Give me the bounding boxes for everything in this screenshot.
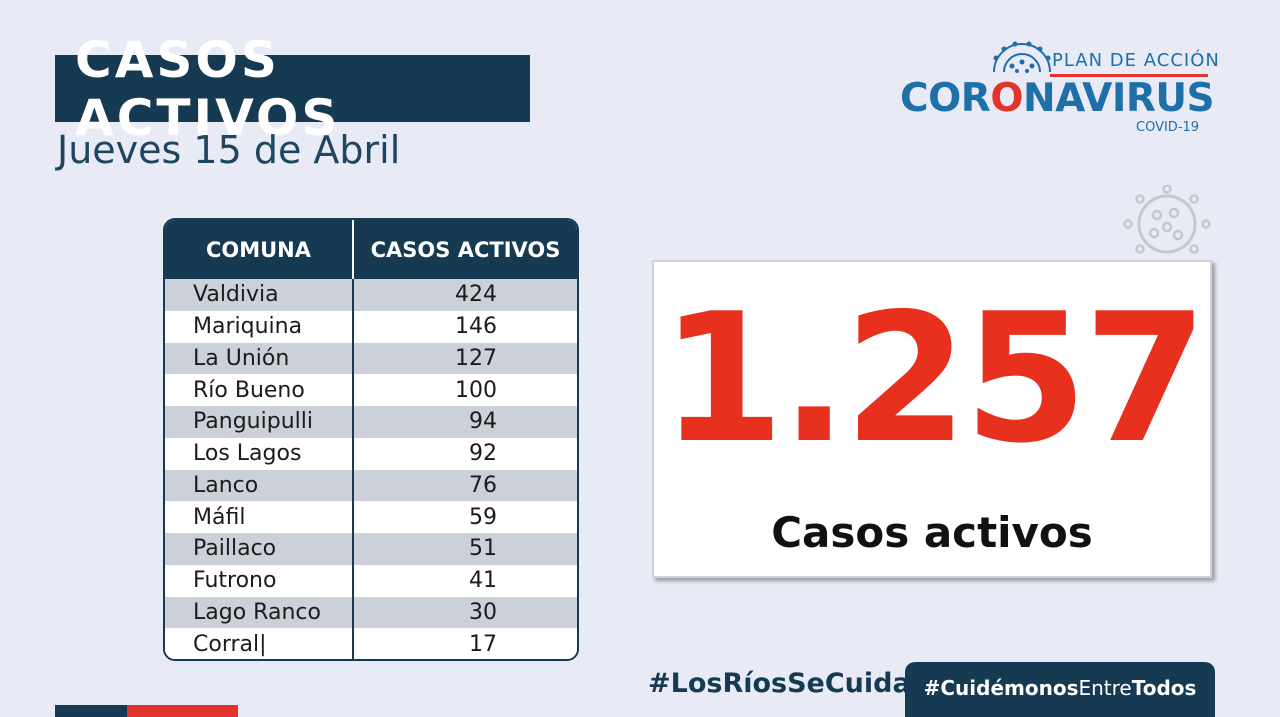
cell-comuna: Río Bueno [165, 374, 354, 406]
cell-casos: 92 [469, 441, 497, 467]
coronavirus-logo: PLAN DE ACCIÓN CORONAVIRUS COVID-19 [900, 40, 1220, 140]
column-header-casos: CASOS ACTIVOS [370, 237, 561, 262]
total-cases-value: 1.257 [660, 275, 1207, 482]
cell-casos: 146 [455, 314, 497, 340]
cell-casos: 76 [469, 472, 497, 498]
hashtag-losrios: #LosRíosSeCuida [648, 668, 911, 699]
cell-comuna: Máfil [165, 501, 354, 533]
hashtag-part-2: Entre [1078, 675, 1132, 700]
page-title-text: CASOS ACTIVOS [75, 30, 341, 147]
table-row: Lanco 76 [165, 469, 577, 502]
cell-casos: 17 [469, 631, 497, 657]
table-row: Los Lagos 92 [165, 437, 577, 470]
table-row: Máfil 59 [165, 501, 577, 533]
logo-coronavirus-text: CORONAVIRUS [900, 76, 1215, 121]
cell-comuna: Lago Ranco [165, 596, 354, 629]
hashtag-cuidemonos: #Cuidémonos Entre Todos [905, 662, 1215, 717]
logo-red-letter: O [990, 76, 1023, 121]
virus-icon [993, 41, 1051, 73]
virus-decoration-icon [1123, 185, 1211, 254]
page-date: Jueves 15 de Abril [57, 128, 401, 172]
column-header-comuna: COMUNA [165, 220, 354, 279]
cell-comuna: Lanco [165, 469, 354, 502]
table-row: La Unión 127 [165, 342, 577, 375]
logo-plan-text: PLAN DE ACCIÓN [1052, 50, 1220, 71]
table-row: Río Bueno 100 [165, 374, 577, 406]
cell-comuna: Valdivia [165, 279, 354, 311]
cell-casos: 127 [455, 345, 497, 371]
hashtag-part-1: #Cuidémonos [923, 675, 1079, 700]
cell-comuna: Corral| [165, 628, 354, 659]
page-title: CASOS ACTIVOS [55, 31, 530, 147]
table-row: Lago Ranco 30 [165, 596, 577, 629]
total-cases-label: Casos activos [771, 508, 1093, 557]
table-row: Corral| 17 [165, 628, 577, 659]
table-row: Panguipulli 94 [165, 406, 577, 438]
cell-comuna: Mariquina [165, 310, 354, 343]
cell-comuna: Futrono [165, 564, 354, 597]
cell-casos: 41 [469, 568, 497, 594]
footer-bar-blue [55, 705, 127, 717]
table-row: Futrono 41 [165, 564, 577, 597]
table-body: Valdivia 424 Mariquina 146 La Unión 127 Río… [165, 279, 577, 659]
table-row: Mariquina 146 [165, 310, 577, 343]
cell-casos: 51 [469, 536, 497, 562]
table-row: Valdivia 424 [165, 279, 577, 311]
total-cases-panel: 1.257 Casos activos [652, 260, 1212, 578]
logo-divider [1050, 74, 1208, 77]
hashtag-part-3: Todos [1131, 675, 1197, 700]
cell-casos: 94 [469, 409, 497, 435]
footer-bar-red [127, 705, 238, 717]
cell-comuna: Los Lagos [165, 437, 354, 470]
cell-comuna: Panguipulli [165, 406, 354, 438]
logo-covid-text: COVID-19 [1136, 120, 1200, 135]
cell-comuna: La Unión [165, 342, 354, 375]
table-row: Paillaco 51 [165, 533, 577, 565]
cases-table: COMUNA CASOS ACTIVOS Valdivia 424 Mariqui… [163, 218, 579, 661]
cell-casos: 100 [455, 377, 497, 403]
cell-casos: 424 [455, 282, 497, 308]
cell-casos: 30 [469, 599, 497, 625]
table-header: COMUNA CASOS ACTIVOS [165, 220, 577, 279]
cell-casos: 59 [469, 504, 497, 530]
cell-comuna: Paillaco [165, 533, 354, 565]
